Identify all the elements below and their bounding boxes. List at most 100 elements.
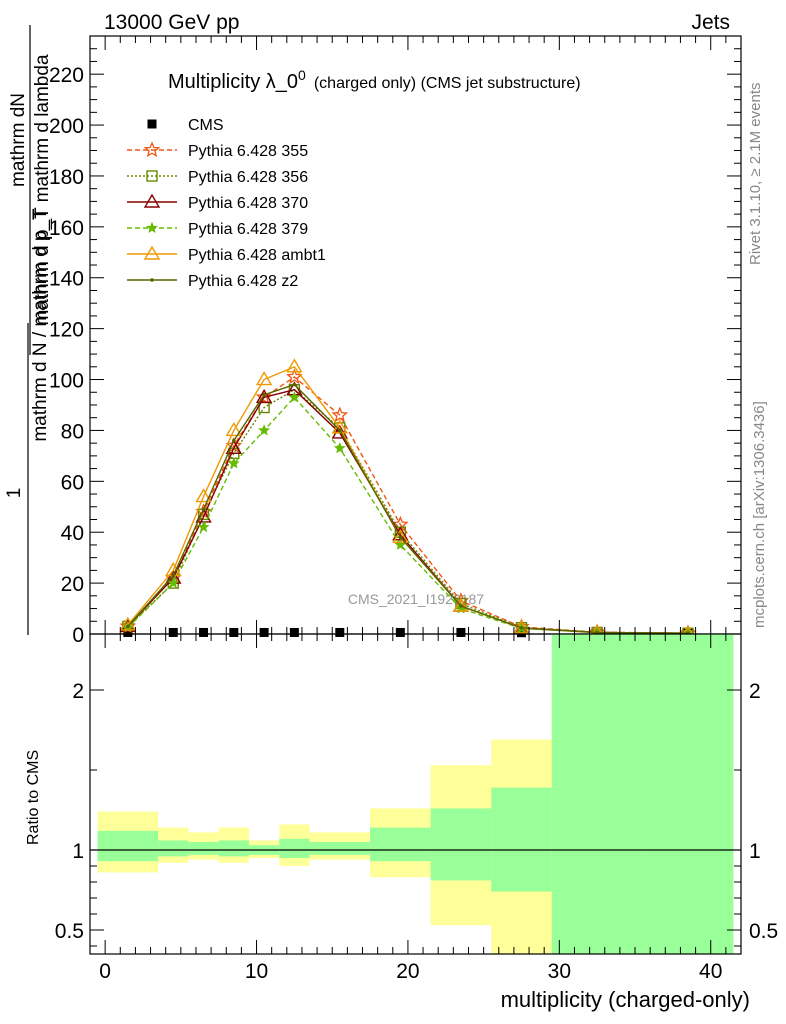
plot-title-main: Multiplicity λ_0 [168, 71, 298, 93]
ratio-y-tick-label: 1 [72, 840, 84, 863]
data-point-z2 [459, 604, 463, 608]
data-point-z2 [292, 382, 297, 387]
main-plot-axes: 0 20 40 60 80 100 120 140 160 180 200 220 [49, 36, 741, 647]
ratio-y-tick-label-right: 1 [749, 840, 761, 863]
data-point-z2 [262, 393, 266, 397]
rivet-version-label: Rivet 3.1.10, ≥ 2.1M events [747, 83, 764, 266]
data-point-p379 [288, 391, 301, 403]
ratio-band-inner [551, 634, 643, 954]
main-plot-series [119, 358, 697, 641]
ratio-axes: 0.5 0.51 12 20 10 20 30 40 [55, 634, 778, 983]
legend-marker [150, 278, 154, 282]
ylabel-den-den: mathrm d N / mathrm d p_T [30, 208, 51, 442]
y-tick-label: 180 [49, 166, 84, 189]
data-point-cms [395, 627, 405, 637]
data-point-p379 [167, 576, 180, 589]
plot-title-sup: 0 [298, 67, 306, 83]
ratio-band-inner [491, 787, 552, 892]
data-point-p379 [227, 457, 240, 469]
data-point-z2 [232, 438, 236, 443]
data-point-p355 [331, 406, 349, 423]
data-point-cms [199, 627, 209, 637]
data-point-cms [123, 627, 133, 637]
ratio-band-inner [97, 830, 159, 862]
data-point-ambt1 [392, 528, 409, 544]
series-z2 [126, 382, 690, 636]
data-point-p379 [394, 538, 407, 550]
legend: CMS Pythia 6.428 355 Pythia 6.428 356 Pythi… [127, 117, 326, 290]
y-tick-label: 0 [72, 624, 84, 647]
ratio-band-inner [218, 840, 249, 857]
data-point-z2 [398, 535, 403, 540]
data-point-p370 [255, 388, 273, 404]
legend-item-cms: CMS [147, 117, 224, 134]
data-point-ambt1 [195, 488, 212, 503]
legend-label: Pythia 6.428 379 [188, 221, 308, 238]
x-tick-label: 20 [396, 960, 419, 983]
ratio-band-inner [309, 842, 371, 855]
x-axis-label: multiplicity (charged-only) [501, 987, 750, 1012]
legend-item-p379: Pythia 6.428 379 [127, 221, 308, 238]
data-point-p379 [333, 442, 346, 454]
plot-subtitle: (charged only) (CMS jet substructure) [314, 75, 581, 92]
y-tick-label: 200 [49, 115, 84, 138]
y-tick-label: 120 [49, 319, 84, 342]
data-point-cms [335, 627, 345, 637]
mcplots-label: mcplots.cern.ch [arXiv:1306.3436] [751, 401, 768, 628]
legend-item-p356: Pythia 6.428 356 [127, 169, 308, 186]
y-tick-label: 40 [61, 522, 84, 545]
data-point-z2 [126, 624, 130, 629]
data-point-z2 [171, 573, 176, 578]
data-point-z2 [519, 626, 524, 630]
data-point-ambt1 [286, 358, 303, 373]
ratio-band-inner [642, 634, 734, 954]
legend-label: Pythia 6.428 370 [188, 195, 308, 212]
ylabel-den-num: 1 [4, 488, 25, 499]
ratio-band-inner [370, 827, 431, 862]
y-tick-label: 80 [61, 420, 84, 443]
data-point-p379 [258, 424, 271, 436]
y-tick-label: 160 [49, 217, 84, 240]
data-point-ambt1 [119, 616, 137, 631]
plot-title: Multiplicity λ_00 (charged only) (CMS jet… [168, 67, 581, 93]
ratio-y-tick-label-right: 0.5 [749, 920, 778, 943]
ratio-plot-frame [89, 633, 742, 955]
ratio-y-tick-label: 2 [72, 680, 84, 703]
ratio-ylabel: Ratio to CMS [25, 750, 42, 845]
x-tick-label: 30 [548, 960, 571, 983]
data-point-z2 [595, 630, 599, 635]
data-point-p370 [331, 424, 349, 439]
ratio-band-inner [279, 838, 310, 858]
legend-item-p370: Pythia 6.428 370 [127, 193, 308, 212]
legend-label: CMS [188, 117, 224, 134]
ratio-bands [90, 634, 741, 954]
legend-marker [143, 245, 161, 260]
data-point-cms [289, 627, 299, 637]
legend-label: Pythia 6.428 z2 [188, 273, 298, 290]
legend-marker [147, 119, 157, 129]
ratio-band-inner [158, 840, 189, 857]
legend-item-z2: Pythia 6.428 z2 [127, 273, 298, 290]
data-point-z2 [201, 507, 206, 512]
watermark-label: CMS_2021_I1920187 [348, 591, 484, 607]
legend-marker [143, 193, 161, 208]
x-tick-label: 40 [699, 960, 722, 983]
ratio-y-tick-label: 0.5 [55, 920, 84, 943]
y-tick-label: 100 [49, 370, 84, 393]
series-line-p355 [127, 376, 689, 634]
legend-item-ambt1: Pythia 6.428 ambt1 [127, 245, 326, 264]
x-tick-label: 0 [99, 960, 111, 983]
series-line-z2 [127, 383, 689, 634]
y-tick-label: 140 [49, 268, 84, 291]
data-point-ambt1 [225, 422, 243, 437]
data-point-ambt1 [255, 371, 273, 386]
data-point-cms [259, 627, 269, 637]
ylabel-num-bottom: mathrm d p_T mathrm d lambda [32, 54, 53, 325]
data-point-z2 [338, 428, 342, 433]
ylabel-num-top: mathrm dN [8, 93, 29, 187]
y-tick-label: 60 [61, 471, 84, 494]
header-right-label: Jets [691, 11, 730, 34]
data-point-p355 [255, 388, 273, 405]
data-point-p379 [197, 520, 210, 533]
